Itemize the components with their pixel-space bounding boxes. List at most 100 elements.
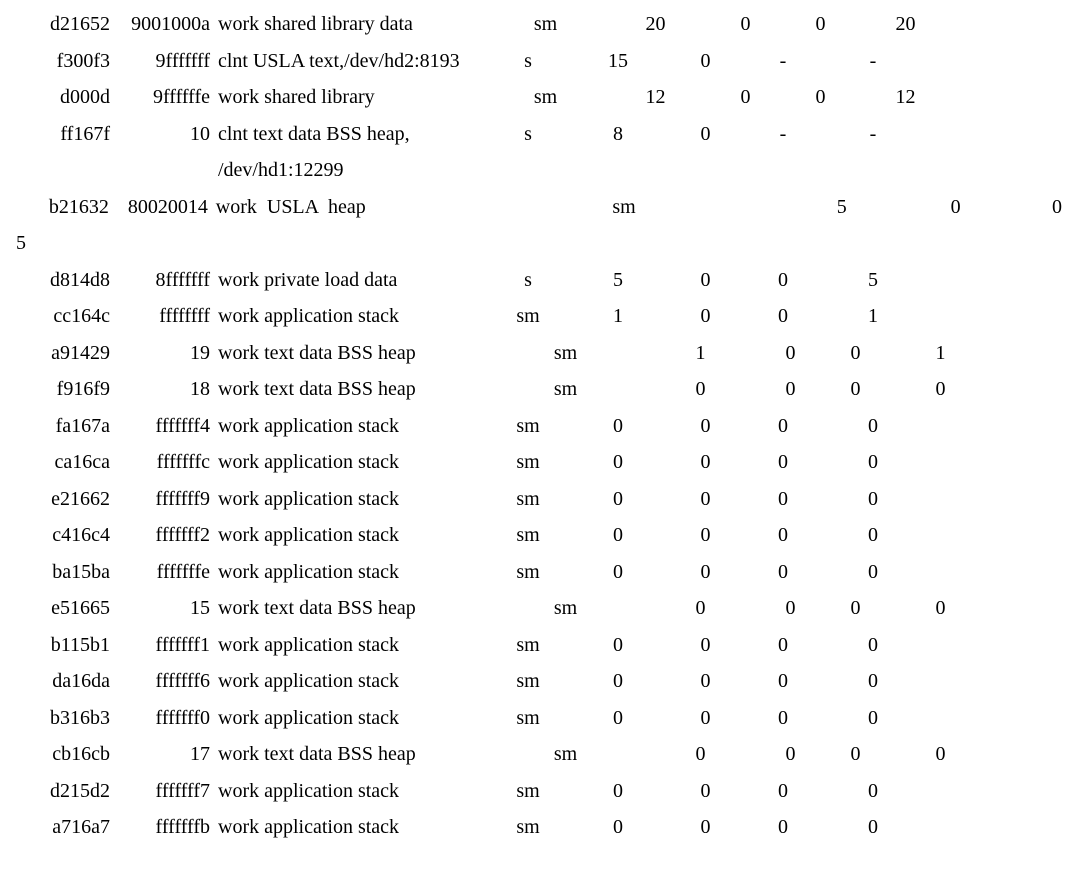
pgsp-cell: 0 [748, 708, 818, 728]
virtual-cell: 5 [818, 270, 928, 290]
vsid-cell: 10 [110, 124, 210, 144]
description-cell: work private load data [218, 270, 483, 290]
description-cell: clnt USLA text,/dev/hd2:8193 [218, 51, 483, 71]
pin-cell: 0 [663, 525, 748, 545]
vsid-cell: fffffff7 [110, 781, 210, 801]
pin-cell: 0 [703, 87, 788, 107]
virtual-cell: 0 [818, 671, 928, 691]
type-cell: sm [483, 817, 573, 837]
pgsp-cell: 0 [748, 562, 818, 582]
inuse-cell: 1 [573, 306, 663, 326]
esid-cell: cc164c [0, 306, 110, 326]
pin-cell: 0 [753, 343, 828, 363]
pin-cell: 0 [663, 562, 748, 582]
virtual-cell: 0 [883, 379, 998, 399]
type-cell: sm [483, 452, 573, 472]
segment-row: fa167afffffff4 work application stacksm0… [0, 408, 1077, 445]
esid-cell: d215d2 [0, 781, 110, 801]
inuse-cell: 15 [573, 51, 663, 71]
vsid-cell: ffffffff [110, 306, 210, 326]
vsid-cell: 9fffffff [110, 51, 210, 71]
virtual-cell: 0 [883, 598, 998, 618]
type-cell: s [483, 51, 573, 71]
segment-row-continuation: 5 [0, 225, 1077, 262]
type-cell: s [483, 124, 573, 144]
inuse-cell: 1 [648, 343, 753, 363]
vsid-cell: fffffff2 [110, 525, 210, 545]
vsid-cell: fffffff6 [110, 671, 210, 691]
inuse-cell: 5 [573, 270, 663, 290]
segment-row-continuation: /dev/hd1:12299 [0, 152, 1077, 189]
description-cell: work application stack [218, 781, 483, 801]
description-continuation: /dev/hd1:12299 [0, 160, 344, 180]
description-cell: work shared library [218, 87, 483, 107]
vsid-cell: fffffff9 [110, 489, 210, 509]
type-cell: sm [483, 306, 573, 326]
esid-cell: b115b1 [0, 635, 110, 655]
virtual-cell: 0 [818, 635, 928, 655]
type-cell: s [483, 270, 573, 290]
inuse-cell: 0 [573, 708, 663, 728]
virtual-cell: 5 [0, 233, 26, 253]
virtual-cell: 20 [853, 14, 958, 34]
segment-row: cb16cb17 work text data BSS heapsm0000 [0, 736, 1077, 773]
esid-cell: ff167f [0, 124, 110, 144]
pgsp-cell: 0 [828, 343, 883, 363]
segment-row: e21662fffffff9 work application stacksm0… [0, 481, 1077, 518]
pgsp-cell: 0 [748, 781, 818, 801]
inuse-cell: 0 [648, 379, 753, 399]
inuse-cell: 8 [573, 124, 663, 144]
type-cell: sm [483, 671, 573, 691]
segment-row: d000d9ffffffe work shared librarysm12001… [0, 79, 1077, 116]
esid-cell: a91429 [0, 343, 110, 363]
pin-cell: 0 [663, 51, 748, 71]
description-cell: work application stack [218, 525, 483, 545]
description-cell: work USLA heap [216, 197, 478, 217]
virtual-cell: 0 [818, 416, 928, 436]
description-cell: clnt text data BSS heap, [218, 124, 483, 144]
inuse-cell: 20 [608, 14, 703, 34]
type-cell: sm [483, 525, 573, 545]
segment-row: d216529001000a work shared library datas… [0, 6, 1077, 43]
description-cell: work text data BSS heap [218, 343, 483, 363]
type-cell: sm [483, 379, 648, 399]
pin-cell: 0 [753, 598, 828, 618]
vsid-cell: fffffffe [110, 562, 210, 582]
description-cell: work application stack [218, 817, 483, 837]
inuse-cell: 0 [573, 562, 663, 582]
type-cell: sm [483, 744, 648, 764]
vsid-cell: 8fffffff [110, 270, 210, 290]
inuse-cell: 12 [608, 87, 703, 107]
segment-row: b316b3fffffff0 work application stacksm0… [0, 700, 1077, 737]
virtual-cell: 0 [818, 562, 928, 582]
description-cell: work application stack [218, 306, 483, 326]
virtual-cell: 1 [818, 306, 928, 326]
segment-row: f916f918 work text data BSS heapsm0000 [0, 371, 1077, 408]
esid-cell: ba15ba [0, 562, 110, 582]
esid-cell: e51665 [0, 598, 110, 618]
svmon-segment-listing: d216529001000a work shared library datas… [0, 6, 1077, 846]
virtual-cell: 1 [883, 343, 998, 363]
description-cell: work application stack [218, 489, 483, 509]
pin-cell: 0 [663, 817, 748, 837]
inuse-cell: 0 [573, 671, 663, 691]
vsid-cell: fffffffb [110, 817, 210, 837]
esid-cell: f916f9 [0, 379, 110, 399]
segment-row: b115b1fffffff1 work application stacksm0… [0, 627, 1077, 664]
vsid-cell: 9001000a [110, 14, 210, 34]
segment-row: a9142919 work text data BSS heapsm1001 [0, 335, 1077, 372]
description-cell: work shared library data [218, 14, 483, 34]
type-cell: sm [483, 87, 608, 107]
esid-cell: d000d [0, 87, 110, 107]
virtual-cell: 0 [883, 744, 998, 764]
esid-cell: d814d8 [0, 270, 110, 290]
type-cell: sm [483, 562, 573, 582]
virtual-cell: 0 [818, 708, 928, 728]
segment-row: cc164cffffffff work application stacksm1… [0, 298, 1077, 335]
description-cell: work application stack [218, 416, 483, 436]
description-cell: work application stack [218, 635, 483, 655]
virtual-cell: 0 [818, 525, 928, 545]
type-cell: sm [478, 197, 770, 217]
vsid-cell: 9ffffffe [110, 87, 210, 107]
pgsp-cell: 0 [748, 306, 818, 326]
